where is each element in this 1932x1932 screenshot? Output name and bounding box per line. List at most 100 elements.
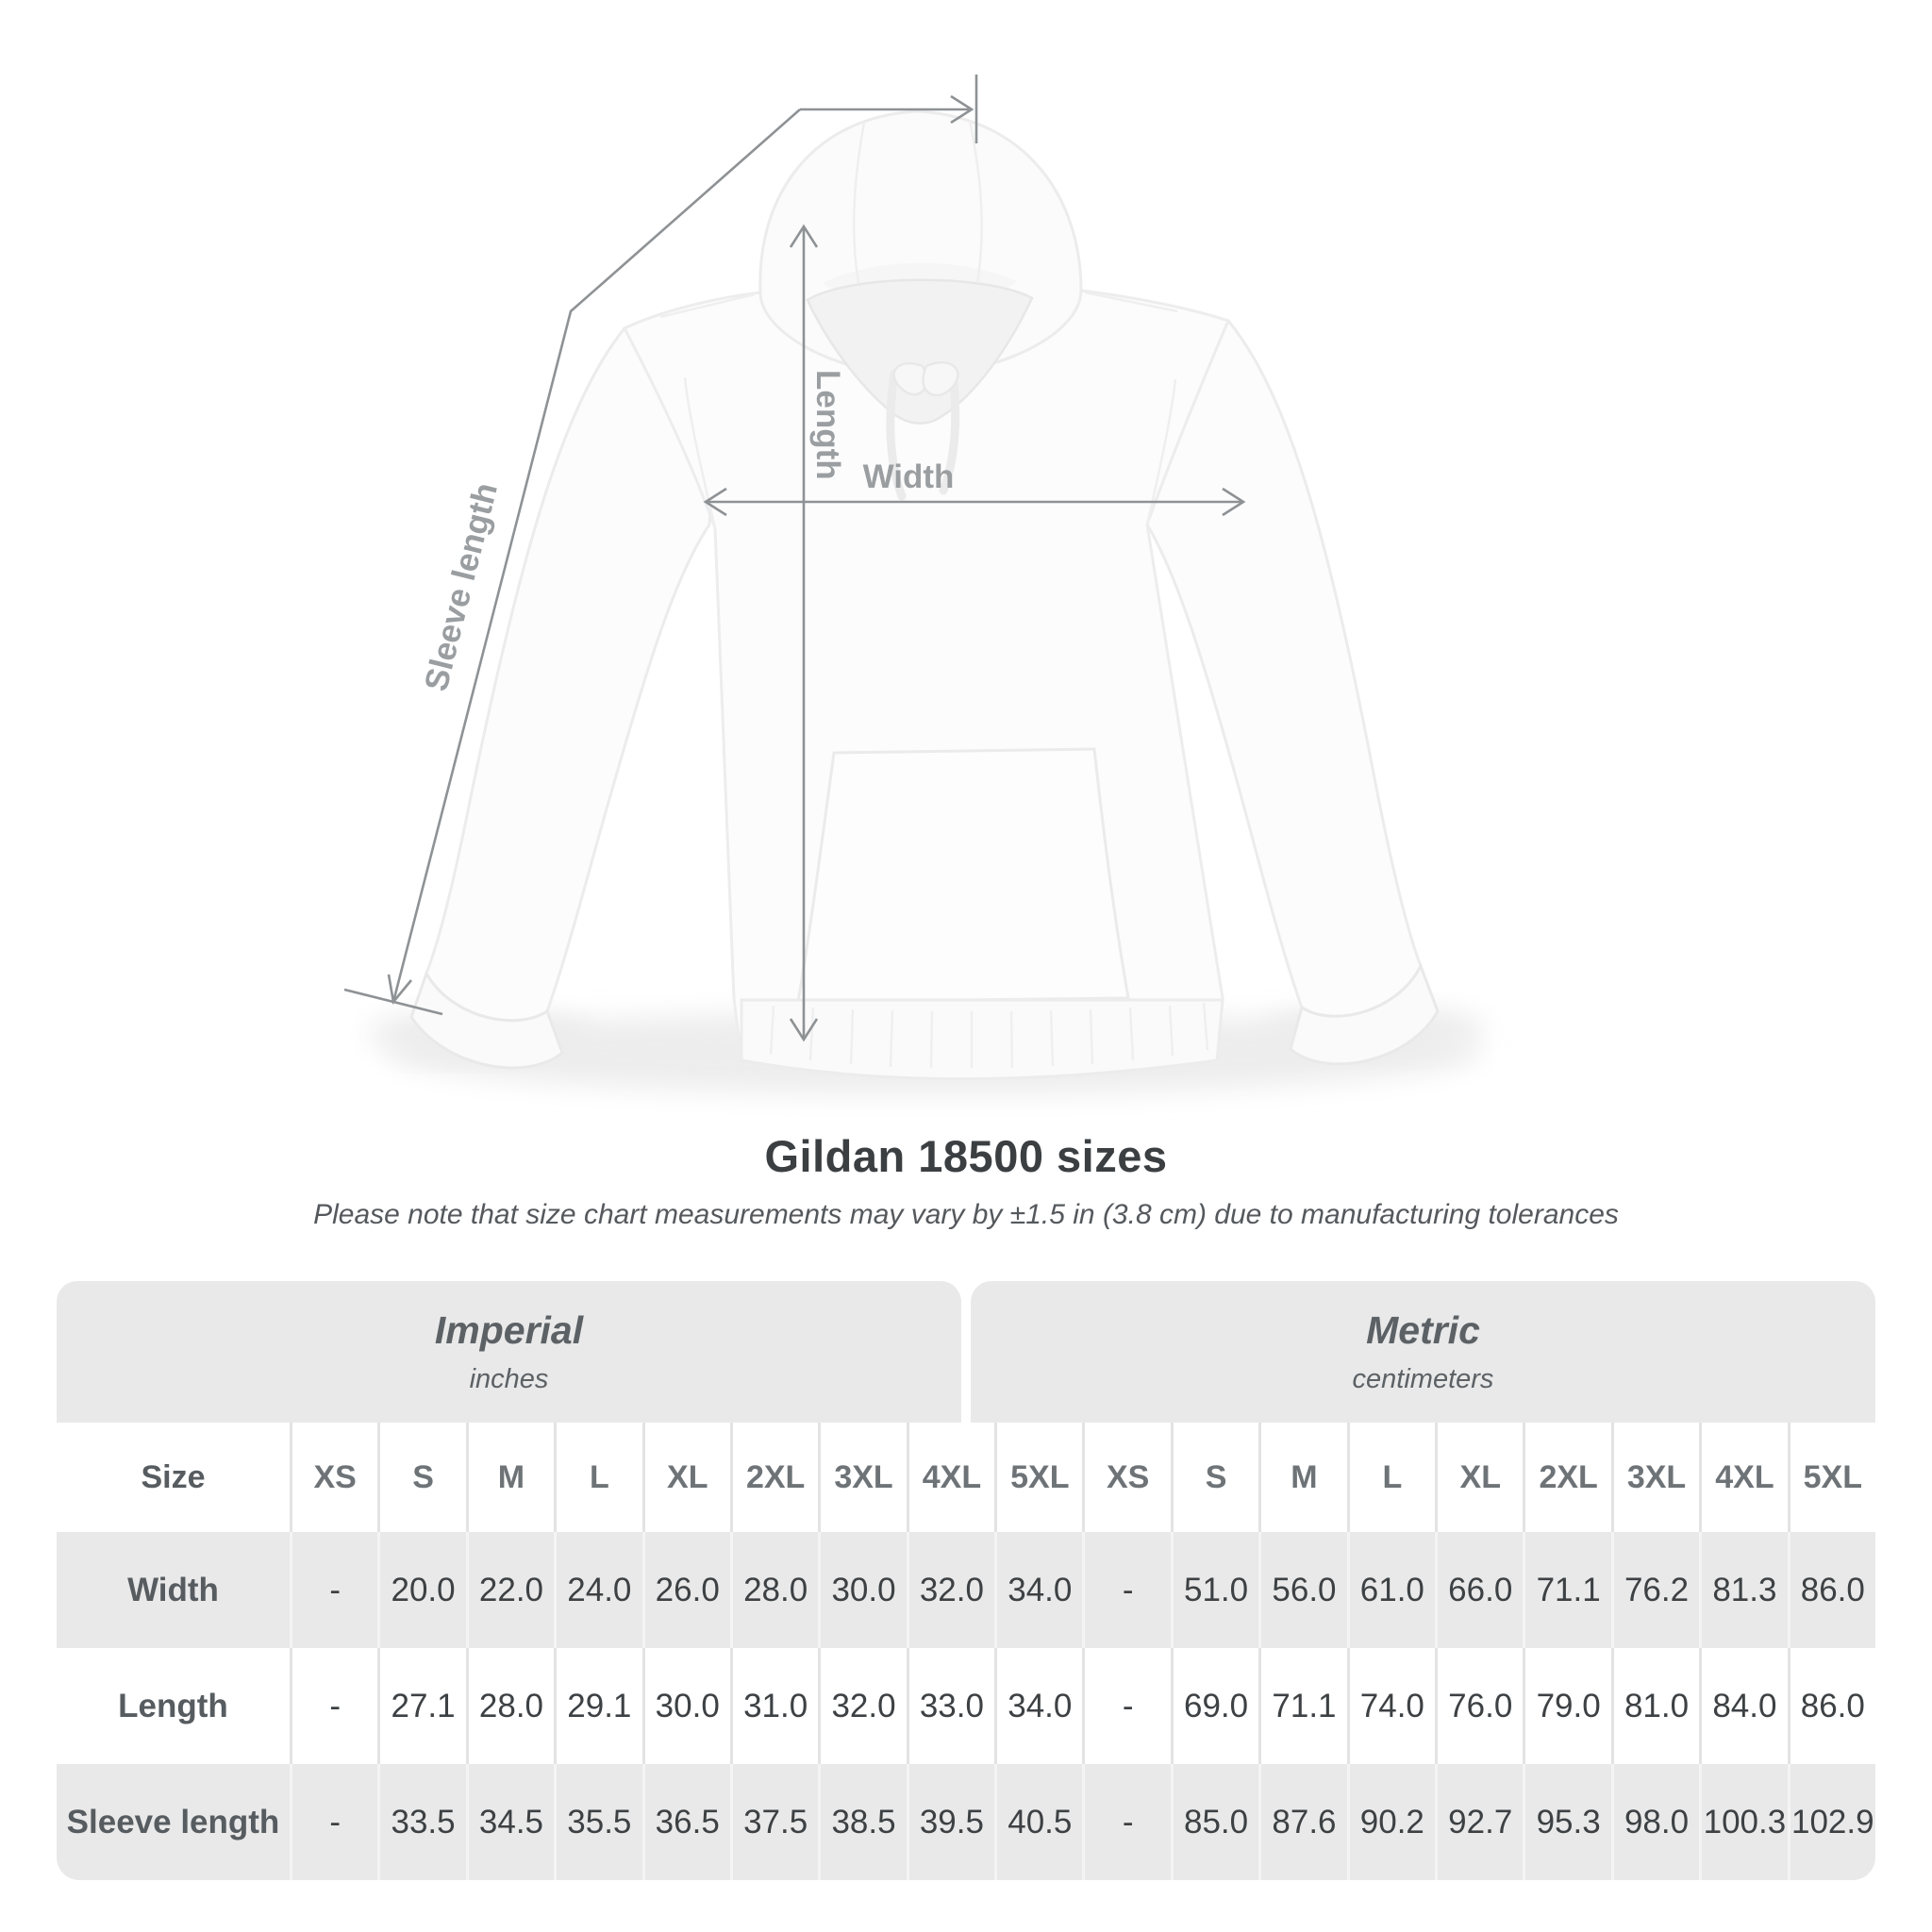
size-header-metric: L xyxy=(1346,1423,1436,1532)
length-imperial-cell: 30.0 xyxy=(641,1648,730,1764)
width-metric-cell: 71.1 xyxy=(1523,1532,1611,1648)
left-armhole-seam xyxy=(683,376,717,529)
size-header-imperial: 5XL xyxy=(994,1423,1083,1532)
length-metric-cell: 71.1 xyxy=(1258,1648,1347,1764)
tolerance-note: Please note that size chart measurements… xyxy=(313,1199,1619,1230)
length-imperial-cell: 29.1 xyxy=(554,1648,642,1764)
right-drawstring xyxy=(939,367,960,495)
size-header-imperial: M xyxy=(465,1423,555,1532)
sleeve-imperial-cell: 35.5 xyxy=(554,1764,642,1880)
length-imperial-cell: 33.0 xyxy=(906,1648,995,1764)
sleeve-length-arrow xyxy=(343,75,978,1016)
size-header-imperial: 3XL xyxy=(818,1423,907,1532)
left-sleeve xyxy=(425,325,717,1023)
width-arrow xyxy=(703,487,1246,517)
sleeve-metric-cell: 95.3 xyxy=(1523,1764,1611,1880)
bow-loop-right xyxy=(922,360,959,397)
heading: Gildan 18500 sizes Please note that size… xyxy=(0,1130,1932,1231)
unit-system-header: Imperial inches Metric centimeters xyxy=(57,1281,1875,1423)
hood-seam-left xyxy=(852,122,866,284)
width-metric-cell: 86.0 xyxy=(1787,1532,1875,1648)
length-label: Length xyxy=(809,370,846,480)
hem-ribbing xyxy=(769,1002,1209,1069)
width-label: Width xyxy=(863,458,955,495)
length-metric-cell: 81.0 xyxy=(1610,1648,1700,1764)
width-metric-cell: 66.0 xyxy=(1435,1532,1524,1648)
sleeve-imperial-cell: 33.5 xyxy=(377,1764,466,1880)
size-header-metric: XS xyxy=(1082,1423,1171,1532)
sleeve-metric-cell: 100.3 xyxy=(1699,1764,1788,1880)
sleeve-metric-cell: 90.2 xyxy=(1346,1764,1436,1880)
length-metric-cell: - xyxy=(1082,1648,1171,1764)
width-metric-cell: - xyxy=(1082,1532,1171,1648)
sleeve-imperial-cell: 40.5 xyxy=(994,1764,1083,1880)
width-metric-cell: 81.3 xyxy=(1699,1532,1788,1648)
width-imperial-cell: - xyxy=(290,1532,378,1648)
kangaroo-pocket xyxy=(796,747,1130,1004)
right-armhole-seam xyxy=(1145,378,1177,525)
size-header-imperial: S xyxy=(377,1423,466,1532)
width-metric-cell: 56.0 xyxy=(1258,1532,1347,1648)
length-imperial-cell: 34.0 xyxy=(994,1648,1083,1764)
width-imperial-cell: 24.0 xyxy=(554,1532,642,1648)
size-header-metric: 3XL xyxy=(1610,1423,1700,1532)
width-imperial-cell: 30.0 xyxy=(818,1532,907,1648)
sleeve-metric-cell: 92.7 xyxy=(1435,1764,1524,1880)
sleeve-imperial-cell: 38.5 xyxy=(818,1764,907,1880)
sleeve-metric-cell: 98.0 xyxy=(1610,1764,1700,1880)
metric-header: Metric centimeters xyxy=(971,1281,1875,1423)
size-header-imperial: L xyxy=(554,1423,642,1532)
sleeve-imperial-cell: 34.5 xyxy=(465,1764,555,1880)
size-header-imperial: XL xyxy=(641,1423,730,1532)
width-imperial-cell: 34.0 xyxy=(994,1532,1083,1648)
sleeve-imperial-cell: 36.5 xyxy=(641,1764,730,1880)
size-column-header: Size xyxy=(57,1423,290,1532)
hood-opening xyxy=(806,278,1034,425)
hoodie-illustration xyxy=(368,109,1486,1094)
sleeve-imperial-cell: 39.5 xyxy=(906,1764,995,1880)
width-imperial-cell: 22.0 xyxy=(465,1532,555,1648)
length-metric-cell: 79.0 xyxy=(1523,1648,1611,1764)
length-imperial-cell: 32.0 xyxy=(818,1648,907,1764)
length-imperial-cell: - xyxy=(290,1648,378,1764)
left-drawstring xyxy=(886,369,907,501)
width-imperial-cell: 26.0 xyxy=(641,1532,730,1648)
length-imperial-cell: 28.0 xyxy=(465,1648,555,1764)
width-imperial-cell: 28.0 xyxy=(729,1532,819,1648)
width-metric-cell: 51.0 xyxy=(1170,1532,1259,1648)
size-header-metric: S xyxy=(1170,1423,1259,1532)
right-cuff xyxy=(1289,962,1440,1066)
size-table: Imperial inches Metric centimeters Size … xyxy=(57,1281,1875,1880)
metric-title: Metric xyxy=(1366,1308,1480,1352)
left-cuff xyxy=(409,970,564,1070)
sleeve-metric-cell: 87.6 xyxy=(1258,1764,1347,1880)
width-imperial-cell: 20.0 xyxy=(377,1532,466,1648)
imperial-unit: inches xyxy=(469,1364,549,1394)
length-metric-cell: 69.0 xyxy=(1170,1648,1259,1764)
size-header-imperial: 4XL xyxy=(906,1423,995,1532)
length-metric-cell: 76.0 xyxy=(1435,1648,1524,1764)
sleeve-metric-cell: 102.9 xyxy=(1787,1764,1875,1880)
length-imperial-cell: 27.1 xyxy=(377,1648,466,1764)
imperial-title: Imperial xyxy=(434,1308,584,1352)
length-metric-cell: 84.0 xyxy=(1699,1648,1788,1764)
size-grid: Size XS S M L XL 2XL 3XL 4XL 5XL XS S M … xyxy=(57,1423,1875,1880)
length-arrow xyxy=(789,224,819,1042)
size-header-metric: 5XL xyxy=(1787,1423,1875,1532)
metric-unit: centimeters xyxy=(1352,1364,1494,1394)
imperial-header: Imperial inches xyxy=(57,1281,961,1423)
width-metric-cell: 61.0 xyxy=(1346,1532,1436,1648)
row-label-width: Width xyxy=(57,1532,290,1648)
size-header-imperial: 2XL xyxy=(729,1423,819,1532)
sleeve-length-label: Sleeve length xyxy=(418,479,505,694)
hood-seam-right xyxy=(968,120,983,284)
size-header-metric: M xyxy=(1258,1423,1347,1532)
size-header-metric: 4XL xyxy=(1699,1423,1788,1532)
size-header-metric: XL xyxy=(1435,1423,1524,1532)
length-metric-cell: 74.0 xyxy=(1346,1648,1436,1764)
row-label-sleeve-length: Sleeve length xyxy=(57,1764,290,1880)
sleeve-imperial-cell: - xyxy=(290,1764,378,1880)
sleeve-imperial-cell: 37.5 xyxy=(729,1764,819,1880)
width-imperial-cell: 32.0 xyxy=(906,1532,995,1648)
